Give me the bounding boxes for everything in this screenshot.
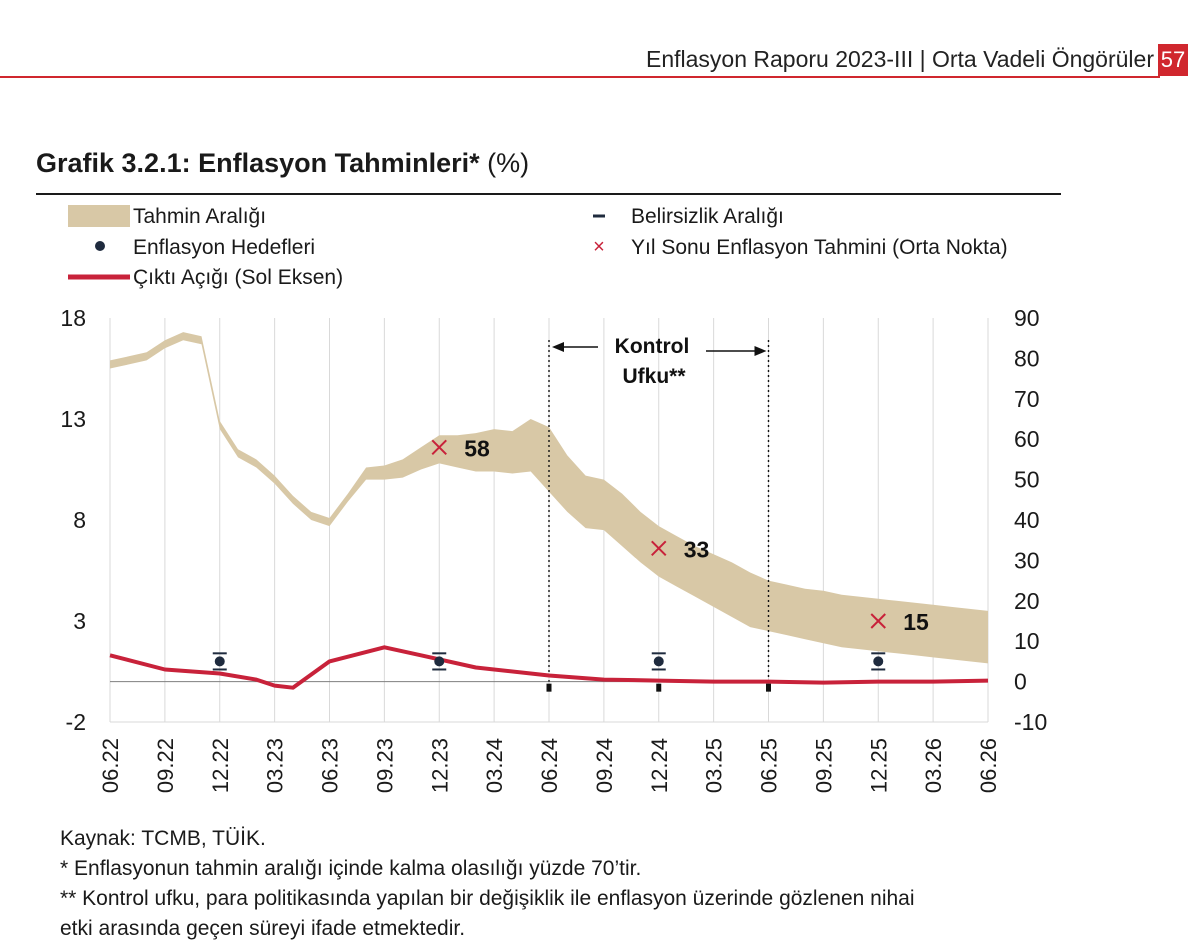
year-end-label-12.24: 33 xyxy=(684,536,710,562)
page-number-badge: 57 xyxy=(1158,44,1188,76)
legend-year-end-label: Yıl Sonu Enflasyon Tahmini (Orta Nokta) xyxy=(631,236,1008,259)
target-point-12.24 xyxy=(653,656,664,667)
year-end-label-12.23: 58 xyxy=(464,435,490,461)
chart-title-unit: (%) xyxy=(487,148,530,178)
legend-band-swatch xyxy=(68,205,130,227)
left-axis-tick-8: 8 xyxy=(73,507,86,533)
page-header: Enflasyon Raporu 2023-III | Orta Vadeli … xyxy=(0,0,1200,80)
x-axis-tick-09.25: 09.25 xyxy=(811,738,836,793)
inflation-forecast-chart: Tahmin Aralığı Enflasyon Hedefleri Çıktı… xyxy=(60,205,1047,793)
target-point-12.25 xyxy=(873,656,884,667)
x-axis-tick-06.22: 06.22 xyxy=(98,738,123,793)
right-axis-tick-50: 50 xyxy=(1014,467,1040,493)
control-horizon-label-1: Kontrol xyxy=(615,335,690,358)
x-axis-tick-09.23: 09.23 xyxy=(372,738,397,793)
legend-band-label: Tahmin Aralığı xyxy=(133,205,266,228)
axes: 18 13 8 3 -2 90 80 70 60 50 40 30 20 10 0 -10 06.22 09.22… xyxy=(60,305,1047,793)
right-axis-tick-90: 90 xyxy=(1014,305,1040,331)
left-axis-tick-18: 18 xyxy=(60,305,86,331)
chart-title-main: Grafik 3.2.1: Enflasyon Tahminleri* xyxy=(36,148,480,178)
legend: Tahmin Aralığı Enflasyon Hedefleri Çıktı… xyxy=(68,205,1008,289)
output-gap-series xyxy=(109,645,989,690)
forecast-band-area xyxy=(110,332,988,664)
right-axis-tick-20: 20 xyxy=(1014,588,1040,614)
control-horizon-arrow-right-head xyxy=(754,346,767,356)
right-axis-tick-30: 30 xyxy=(1014,547,1040,573)
right-axis-tick-70: 70 xyxy=(1014,386,1040,412)
year-end-forecasts: 58 33 15 xyxy=(431,435,929,635)
year-end-point-12.23 xyxy=(431,439,447,455)
x-axis-tick-06.25: 06.25 xyxy=(757,738,782,793)
x-axis-tick-03.24: 03.24 xyxy=(482,738,507,793)
uncertainty-marks xyxy=(546,683,771,692)
chart-title: Grafik 3.2.1: Enflasyon Tahminleri* (%) xyxy=(36,148,529,179)
legend-target-label: Enflasyon Hedefleri xyxy=(133,236,315,259)
right-axis-tick-60: 60 xyxy=(1014,426,1040,452)
left-axis-tick--2: -2 xyxy=(66,709,86,735)
forecast-band xyxy=(110,332,988,664)
x-axis-tick-12.22: 12.22 xyxy=(208,738,233,793)
left-axis-tick-3: 3 xyxy=(73,608,86,634)
x-axis-tick-09.24: 09.24 xyxy=(592,738,617,793)
chart-footer: Kaynak: TCMB, TÜİK. * Enflasyonun tahmin… xyxy=(60,824,915,944)
right-axis-tick-0: 0 xyxy=(1014,669,1027,695)
right-axis-tick-40: 40 xyxy=(1014,507,1040,533)
year-end-label-12.25: 15 xyxy=(903,609,929,635)
footnote-1: * Enflasyonun tahmin aralığı içinde kalm… xyxy=(60,857,642,880)
legend-uncertainty-label: Belirsizlik Aralığı xyxy=(631,205,784,228)
left-axis-tick-13: 13 xyxy=(60,406,86,432)
legend-output-gap-label: Çıktı Açığı (Sol Eksen) xyxy=(133,266,343,289)
uncertainty-mark-06.24 xyxy=(546,683,552,692)
uncertainty-mark-12.24 xyxy=(656,683,662,692)
right-axis-tick-80: 80 xyxy=(1014,345,1040,371)
header-divider xyxy=(0,76,1160,78)
x-axis-tick-03.26: 03.26 xyxy=(921,738,946,793)
target-point-12.22 xyxy=(214,656,225,667)
control-horizon: Kontrol Ufku** xyxy=(548,335,770,682)
year-end-point-12.25 xyxy=(870,613,886,629)
right-axis-tick--10: -10 xyxy=(1014,709,1047,735)
legend-year-end-marker: × xyxy=(593,236,605,258)
footnote-2b: etki arasında geçen süreyi ifade etmekte… xyxy=(60,917,466,940)
inflation-targets xyxy=(212,652,886,671)
control-horizon-label-2: Ufku** xyxy=(622,365,686,388)
uncertainty-mark-06.25 xyxy=(766,683,771,692)
x-axis-tick-06.23: 06.23 xyxy=(318,738,343,793)
year-end-point-12.24 xyxy=(651,540,667,556)
source-note: Kaynak: TCMB, TÜİK. xyxy=(60,827,266,850)
x-axis-tick-12.24: 12.24 xyxy=(647,738,672,793)
x-axis-tick-06.24: 06.24 xyxy=(537,738,562,793)
right-axis-tick-10: 10 xyxy=(1014,628,1040,654)
target-point-12.23 xyxy=(434,656,445,667)
control-horizon-arrow-left-head xyxy=(552,342,564,352)
legend-target-marker xyxy=(95,241,105,251)
report-title: Enflasyon Raporu 2023-III | Orta Vadeli … xyxy=(646,46,1154,72)
output-gap-line xyxy=(109,645,989,690)
x-axis-tick-03.23: 03.23 xyxy=(263,738,288,793)
title-rule xyxy=(36,193,1061,195)
x-axis-tick-06.26: 06.26 xyxy=(976,738,1001,793)
x-axis-tick-12.25: 12.25 xyxy=(866,738,891,793)
x-axis-tick-09.22: 09.22 xyxy=(153,738,178,793)
x-axis-tick-12.23: 12.23 xyxy=(427,738,452,793)
x-axis-tick-03.25: 03.25 xyxy=(702,738,727,793)
footnote-2a: ** Kontrol ufku, para politikasında yapı… xyxy=(60,887,915,910)
